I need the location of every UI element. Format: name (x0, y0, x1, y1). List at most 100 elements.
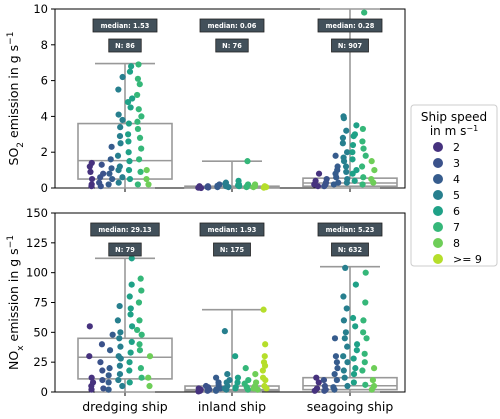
data-point (115, 111, 122, 118)
n-badge (108, 38, 142, 53)
plot-frame (54, 212, 406, 393)
data-point (213, 386, 220, 393)
data-point (214, 182, 221, 189)
data-point (128, 281, 135, 288)
legend-label: 8 (453, 237, 460, 250)
data-point (119, 174, 126, 181)
data-point (115, 376, 122, 384)
legend-marker (433, 142, 443, 152)
data-point (333, 174, 340, 181)
data-point (332, 353, 340, 360)
data-point (352, 281, 359, 288)
data-point (134, 91, 141, 99)
legend-label: 2 (453, 141, 460, 154)
legend-marker (433, 238, 443, 248)
data-point (343, 179, 351, 186)
data-point (87, 168, 94, 175)
y-axis-label-sup: −1 (6, 32, 16, 45)
data-point (204, 384, 212, 391)
data-point (128, 255, 135, 262)
y-axis-label-sub: x (16, 345, 26, 351)
points-inland-ship (195, 158, 270, 192)
data-point (86, 353, 93, 360)
data-point (358, 163, 366, 170)
y-tick-label: 75 (33, 296, 48, 310)
stat-badges: median: 1.93 N: 175 (199, 222, 265, 257)
data-point (124, 98, 132, 106)
data-point (116, 362, 123, 369)
data-point (134, 181, 141, 188)
n-badge-text: N: 175 (220, 246, 245, 254)
data-point (128, 338, 135, 345)
legend-label: 3 (453, 157, 460, 170)
median-badge (317, 222, 383, 237)
data-point (371, 167, 378, 174)
median-badge (199, 18, 265, 33)
box-dredging-ship (77, 257, 173, 393)
data-point (212, 374, 220, 381)
data-point (134, 125, 142, 133)
box-seagoing-ship (302, 265, 398, 393)
data-point (135, 299, 143, 306)
data-point (135, 61, 142, 68)
data-point (359, 181, 366, 188)
data-point (138, 374, 145, 381)
data-point (115, 179, 122, 186)
data-point (138, 287, 145, 294)
n-badge (215, 38, 249, 53)
n-badge (108, 242, 142, 257)
y-tick-label: 0 (41, 385, 48, 399)
data-point (362, 299, 369, 306)
data-point (205, 184, 212, 191)
y-tick-label: 125 (26, 236, 48, 250)
data-point (242, 365, 249, 372)
box-iqr (77, 122, 173, 180)
data-point (116, 163, 123, 170)
data-point (362, 381, 369, 388)
data-point (115, 86, 122, 93)
stat-badges: median: 5.23 N: 632 (317, 222, 383, 257)
y-tick-label: 8 (41, 38, 48, 52)
data-point (252, 371, 259, 378)
data-point (143, 167, 150, 174)
data-point (89, 379, 97, 386)
data-point (117, 329, 124, 336)
category-label: dredging ship (82, 399, 168, 414)
data-point (117, 140, 124, 147)
data-point (126, 293, 133, 300)
data-point (340, 293, 347, 300)
data-point (349, 141, 357, 149)
data-point (340, 353, 347, 360)
y-tick-label: 150 (26, 206, 48, 220)
data-point (146, 353, 154, 360)
data-point (136, 341, 143, 348)
y-tick-label: 25 (33, 355, 48, 369)
data-point (353, 122, 360, 129)
data-point (221, 328, 228, 335)
data-point (109, 175, 116, 183)
median-badge (90, 222, 160, 237)
data-point (321, 183, 328, 190)
data-point (127, 305, 134, 312)
points-inland-ship (195, 306, 270, 395)
data-point (215, 381, 222, 388)
legend-title: Ship speed (421, 110, 487, 124)
data-point (137, 275, 144, 282)
data-point (126, 175, 134, 183)
points-dredging-ship (86, 255, 154, 393)
points-seagoing-ship (311, 9, 378, 190)
data-point (126, 158, 133, 165)
data-point (106, 347, 114, 354)
n-badge (331, 38, 369, 53)
data-point (350, 379, 357, 386)
legend-label: >= 9 (453, 253, 482, 266)
stat-badges: median: 29.13 N: 79 (90, 222, 160, 257)
data-point (125, 149, 132, 156)
data-point (339, 140, 346, 147)
data-point (135, 106, 142, 113)
data-point (136, 81, 143, 88)
data-point (261, 353, 268, 360)
data-point (342, 163, 350, 170)
data-point (125, 131, 132, 138)
